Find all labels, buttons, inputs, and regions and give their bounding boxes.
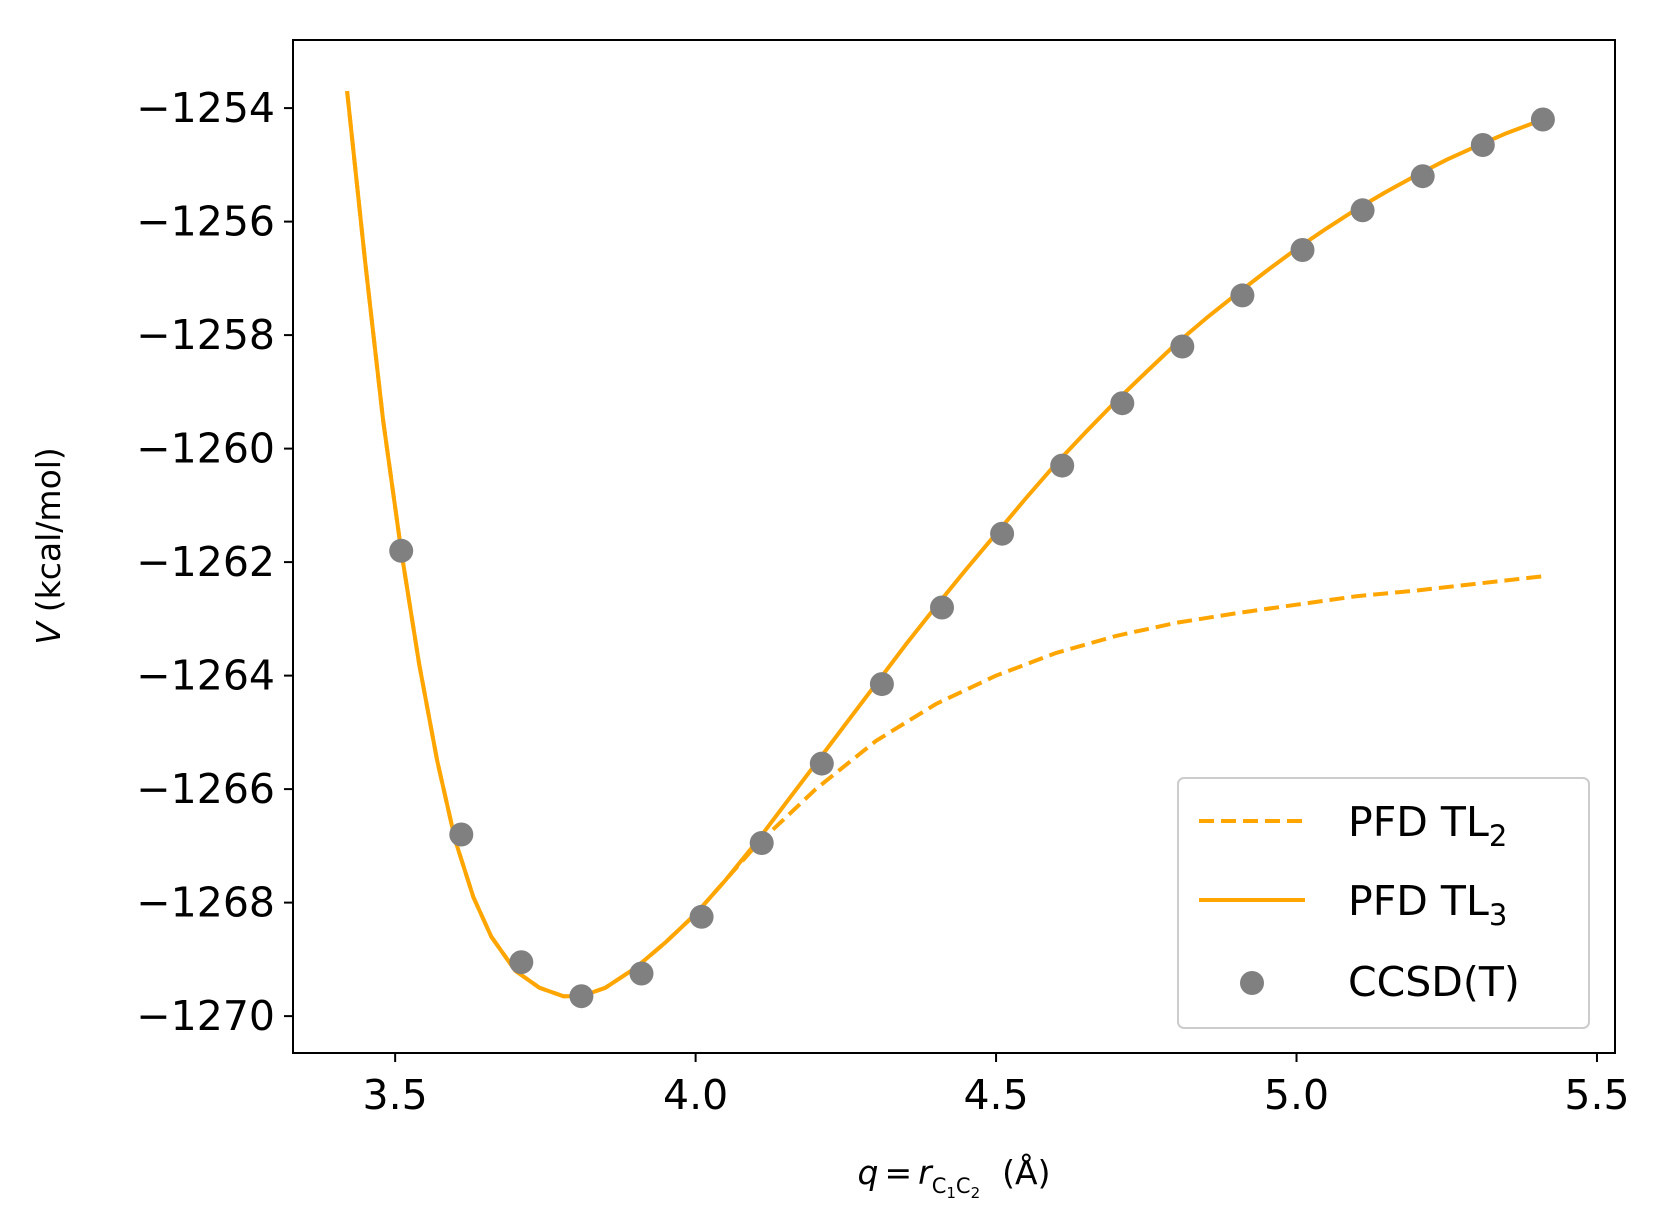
scatter-point-ccsd xyxy=(930,595,954,620)
x-axis-sub-c2: C xyxy=(956,1174,971,1198)
scatter-point-ccsd xyxy=(1470,133,1495,157)
x-axis-sub-c1: C xyxy=(932,1174,947,1198)
scatter-point-ccsd xyxy=(629,961,654,986)
x-axis-r: r xyxy=(918,1153,934,1192)
x-axis-sub-c2-index: 2 xyxy=(971,1184,981,1202)
y-tick-label: −1256 xyxy=(136,198,275,246)
y-tick-label: −1254 xyxy=(136,84,275,132)
scatter-point-ccsd xyxy=(689,904,714,929)
x-axis-variable: q xyxy=(858,1153,879,1192)
y-tick-label: −1270 xyxy=(136,992,275,1040)
scatter-point-ccsd xyxy=(509,950,534,975)
scatter-point-ccsd xyxy=(1530,107,1555,132)
legend-label-tl2-sub: 2 xyxy=(1489,819,1507,853)
scatter-point-ccsd xyxy=(569,984,594,1009)
legend-label-tl3-main: PFD TL xyxy=(1348,877,1489,925)
scatter-point-ccsd xyxy=(990,521,1015,546)
y-axis-label: V (kcal/mol) xyxy=(29,447,68,645)
x-axis-unit: (Å) xyxy=(1002,1152,1050,1192)
legend-swatch-ccsd xyxy=(1240,971,1264,995)
scatter-point-ccsd xyxy=(1110,391,1135,416)
x-tick-label: 4.5 xyxy=(963,1071,1028,1119)
scatter-point-ccsd xyxy=(809,751,834,776)
scatter-point-ccsd xyxy=(1230,283,1255,308)
x-tick-label: 5.0 xyxy=(1264,1071,1329,1119)
x-tick-label: 3.5 xyxy=(363,1071,428,1119)
y-axis-unit: (kcal/mol) xyxy=(29,447,68,612)
legend-label-tl2: PFD TL2 xyxy=(1348,798,1507,853)
y-tick-label: −1268 xyxy=(136,879,275,927)
y-tick-label: −1258 xyxy=(136,311,275,359)
y-tick-label: −1260 xyxy=(136,425,275,473)
scatter-point-ccsd xyxy=(1290,238,1315,262)
x-axis-ticks: 3.5 4.0 4.5 5.0 5.5 xyxy=(363,1053,1630,1119)
y-axis-ticks: −1254 −1256 −1258 −1260 −1262 −1264 −1266 −1268… xyxy=(136,84,293,1040)
x-tick-label: 5.5 xyxy=(1564,1071,1629,1119)
scatter-point-ccsd xyxy=(749,831,774,855)
scatter-layer xyxy=(389,107,1555,1009)
scatter-point-ccsd xyxy=(1170,334,1195,359)
scatter-point-ccsd xyxy=(1410,164,1435,189)
legend: PFD TL2 PFD TL3 CCSD(T) xyxy=(1177,777,1590,1029)
scatter-point-ccsd xyxy=(1350,198,1375,223)
y-axis-variable: V xyxy=(29,620,68,645)
scatter-point-ccsd xyxy=(869,672,894,697)
legend-label-tl2-main: PFD TL xyxy=(1348,798,1489,846)
legend-label-tl3-sub: 3 xyxy=(1489,898,1507,932)
x-axis-equals: = xyxy=(884,1153,912,1192)
x-axis-sub-c1-index: 1 xyxy=(946,1184,956,1202)
legend-box xyxy=(1177,777,1590,1029)
axes-frame xyxy=(292,39,1616,1054)
x-tick-label: 4.0 xyxy=(663,1071,728,1119)
scatter-point-ccsd xyxy=(389,538,414,563)
scatter-point-ccsd xyxy=(449,822,474,847)
y-tick-label: −1262 xyxy=(136,538,275,586)
x-axis-label: q = rC1C2(Å) xyxy=(858,1152,1051,1202)
legend-label-tl3: PFD TL3 xyxy=(1348,877,1507,932)
scatter-point-ccsd xyxy=(1050,453,1075,478)
legend-label-ccsd: CCSD(T) xyxy=(1348,958,1520,1006)
plot-area xyxy=(345,90,1555,1009)
y-tick-label: −1264 xyxy=(136,652,275,700)
y-tick-label: −1266 xyxy=(136,765,275,813)
